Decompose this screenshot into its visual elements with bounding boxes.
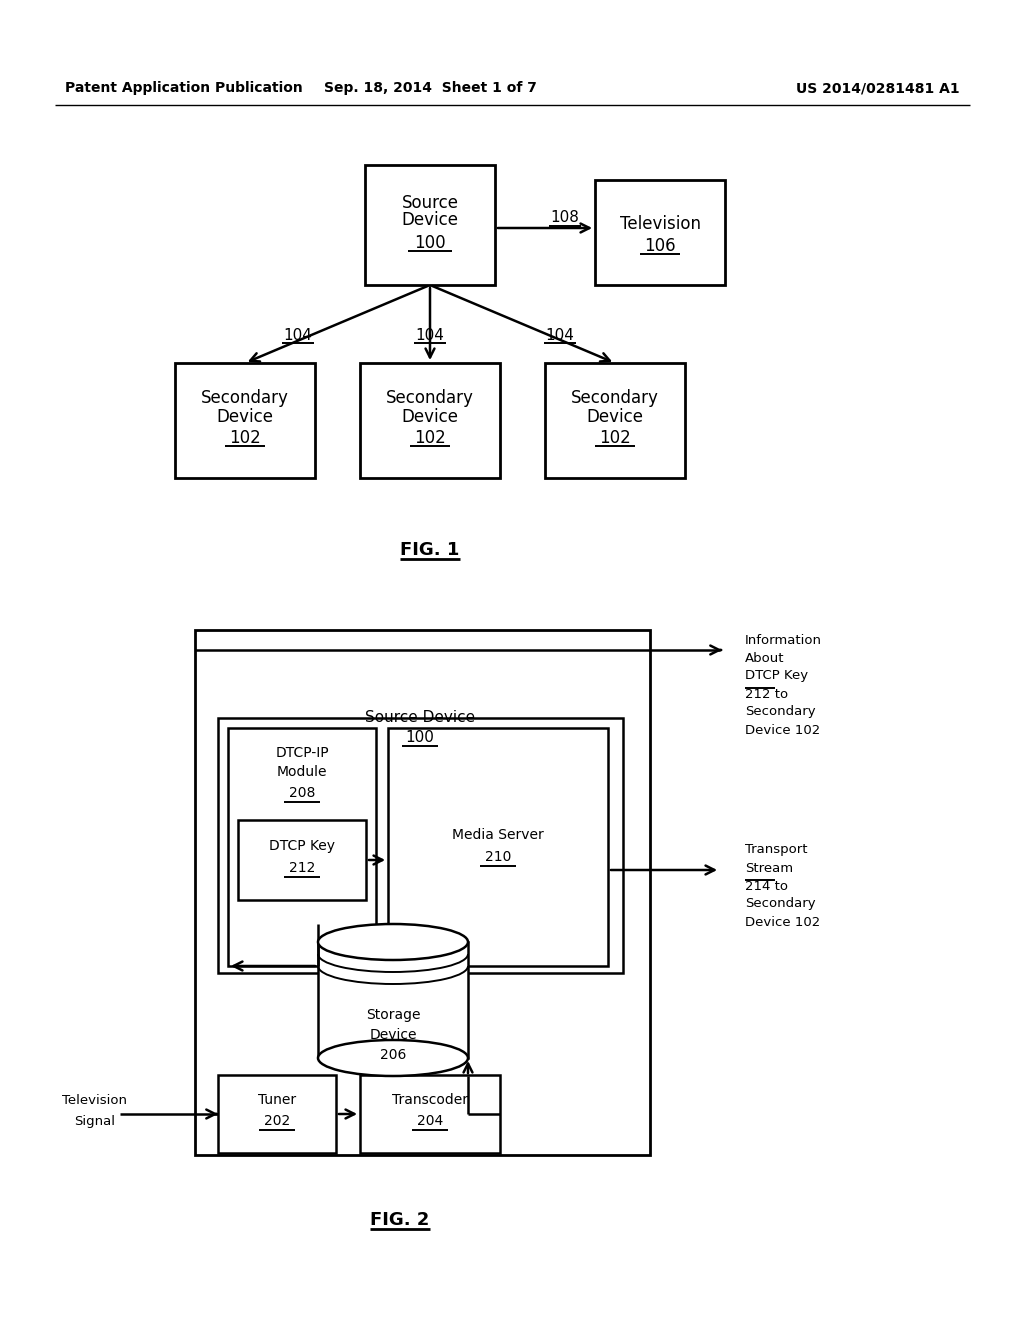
Bar (318, 942, 468, 1059)
Text: Transcoder: Transcoder (392, 1093, 468, 1107)
Ellipse shape (318, 1040, 468, 1076)
Text: Device: Device (216, 408, 273, 426)
Bar (175, 363, 315, 478)
Text: 208: 208 (289, 785, 315, 800)
Bar (228, 729, 376, 966)
Text: US 2014/0281481 A1: US 2014/0281481 A1 (797, 81, 961, 95)
Bar (595, 180, 725, 285)
Text: Device 102: Device 102 (745, 916, 820, 928)
Text: 102: 102 (414, 429, 445, 447)
Text: 214 to: 214 to (745, 879, 788, 892)
Text: FIG. 1: FIG. 1 (400, 541, 460, 558)
Text: 106: 106 (644, 238, 676, 255)
Text: 102: 102 (599, 429, 631, 447)
Text: Secondary: Secondary (745, 705, 816, 718)
Text: 100: 100 (414, 234, 445, 252)
Text: DTCP Key: DTCP Key (269, 840, 335, 853)
Text: 104: 104 (546, 327, 574, 342)
Text: 202: 202 (264, 1114, 290, 1129)
Text: 104: 104 (284, 327, 312, 342)
Text: 206: 206 (380, 1048, 407, 1063)
Bar (360, 363, 500, 478)
Text: DTCP-IP: DTCP-IP (275, 746, 329, 760)
Bar (238, 820, 366, 900)
Text: 102: 102 (229, 429, 261, 447)
Text: Stream: Stream (745, 862, 794, 874)
Bar (545, 363, 685, 478)
Text: Secondary: Secondary (386, 389, 474, 407)
Bar (360, 1074, 500, 1152)
Text: DTCP Key: DTCP Key (745, 669, 808, 682)
Bar (218, 718, 623, 973)
Bar (365, 165, 495, 285)
Text: Source Device: Source Device (365, 710, 475, 726)
Text: Storage: Storage (366, 1008, 420, 1022)
Text: Media Server: Media Server (453, 828, 544, 842)
Text: Transport: Transport (745, 843, 808, 857)
Text: FIG. 2: FIG. 2 (371, 1210, 430, 1229)
Text: 212: 212 (289, 861, 315, 875)
Text: Device 102: Device 102 (745, 723, 820, 737)
Text: Signal: Signal (75, 1114, 116, 1127)
Text: Information: Information (745, 634, 822, 647)
Text: Source: Source (401, 194, 459, 213)
Text: 210: 210 (484, 850, 511, 865)
Text: Television: Television (620, 215, 700, 234)
Text: 204: 204 (417, 1114, 443, 1129)
Text: 212 to: 212 to (745, 688, 788, 701)
Text: Device: Device (401, 408, 459, 426)
Text: Television: Television (62, 1094, 128, 1107)
Text: Module: Module (276, 766, 328, 779)
Ellipse shape (318, 924, 468, 960)
Text: Sep. 18, 2014  Sheet 1 of 7: Sep. 18, 2014 Sheet 1 of 7 (324, 81, 537, 95)
Text: 104: 104 (416, 327, 444, 342)
Bar (388, 729, 608, 966)
Text: Device: Device (587, 408, 643, 426)
Text: Device: Device (370, 1028, 417, 1041)
Text: Secondary: Secondary (745, 898, 816, 911)
Text: Secondary: Secondary (571, 389, 658, 407)
Text: 108: 108 (551, 210, 580, 226)
Text: Tuner: Tuner (258, 1093, 296, 1107)
Bar (195, 630, 650, 1155)
Text: 100: 100 (406, 730, 434, 746)
Bar (218, 1074, 336, 1152)
Text: Device: Device (401, 211, 459, 228)
Text: About: About (745, 652, 784, 664)
Text: Patent Application Publication: Patent Application Publication (65, 81, 303, 95)
Text: Secondary: Secondary (201, 389, 289, 407)
